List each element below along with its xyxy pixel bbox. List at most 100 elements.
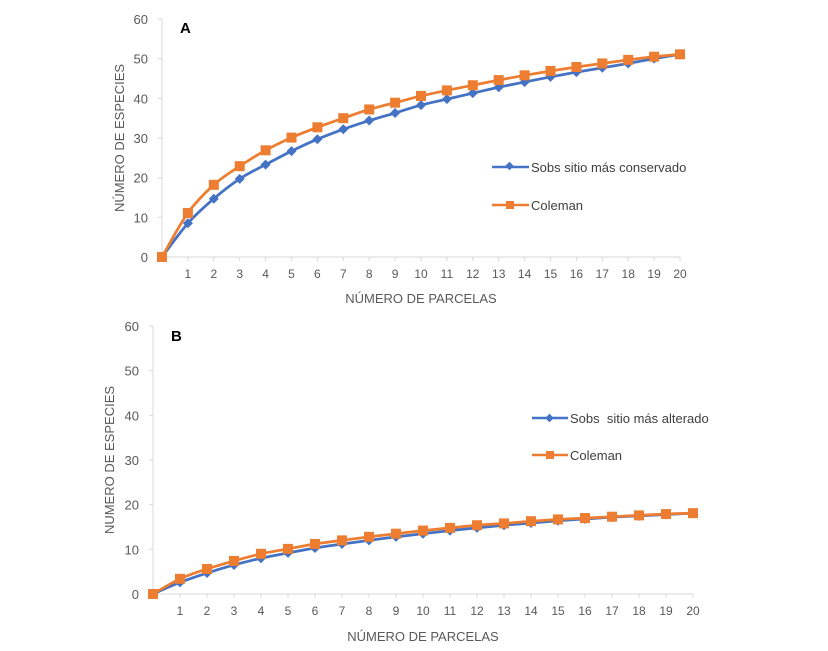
x-tick-label: 16 [570, 267, 584, 281]
x-tick-label: 9 [393, 604, 400, 618]
data-point-coleman [175, 573, 185, 584]
data-point-coleman [234, 161, 245, 172]
data-point-coleman [688, 508, 698, 519]
x-tick-label: 13 [497, 604, 511, 618]
data-point-coleman [310, 538, 320, 549]
x-tick-label: 3 [231, 604, 238, 618]
data-point-coleman [416, 90, 426, 101]
data-point-coleman [148, 589, 158, 599]
data-point-coleman [283, 543, 293, 554]
chart-a-legend-item-observed[interactable]: Sobs sitio más conservado [492, 160, 686, 175]
x-tick-label: 5 [285, 604, 292, 618]
chart-a-x-axis-title: NÚMERO DE PARCELAS [345, 291, 497, 306]
chart-b-legend-label-coleman: Coleman [570, 448, 622, 463]
data-point-coleman [312, 122, 323, 133]
y-tick-label: 20 [134, 171, 148, 186]
x-tick-label: 14 [518, 267, 532, 281]
x-tick-label: 19 [647, 267, 661, 281]
y-tick-label: 20 [125, 498, 139, 513]
data-point-coleman [571, 61, 582, 72]
data-point-coleman [493, 75, 504, 86]
y-tick-label: 10 [134, 210, 148, 225]
x-tick-label: 1 [185, 267, 192, 281]
data-point-coleman [208, 179, 219, 190]
y-tick-label: 50 [134, 52, 148, 67]
x-tick-label: 10 [414, 267, 428, 281]
y-tick-label: 40 [134, 91, 148, 106]
x-tick-label: 15 [551, 604, 565, 618]
data-point-coleman [364, 531, 374, 542]
x-tick-label: 7 [340, 267, 347, 281]
x-tick-label: 20 [686, 604, 700, 618]
x-tick-label: 9 [392, 267, 399, 281]
y-tick-label: 0 [132, 587, 139, 602]
x-tick-label: 16 [578, 604, 592, 618]
x-tick-label: 17 [605, 604, 619, 618]
chart-b-panel-label: B [171, 328, 182, 345]
data-point-coleman [364, 104, 375, 115]
data-point-observed [208, 193, 219, 204]
data-point-coleman [580, 513, 590, 524]
chart-b-legend-item-coleman[interactable]: Coleman [532, 448, 622, 463]
data-point-coleman [337, 535, 347, 546]
y-tick-label: 30 [125, 453, 139, 468]
data-point-observed [416, 100, 426, 111]
chart-a-y-axis-title: NÚMERO DE ESPECIES [112, 64, 127, 212]
data-point-coleman [338, 113, 349, 124]
y-tick-label: 50 [125, 364, 139, 379]
data-point-observed [260, 159, 271, 170]
y-tick-label: 60 [125, 319, 139, 334]
data-point-coleman [472, 520, 482, 531]
chart-a-series-line-observed [160, 52, 681, 258]
data-point-observed [441, 94, 452, 105]
chart-b-y-ticks: 0 10 20 30 40 50 60 [125, 319, 153, 602]
data-point-coleman [467, 80, 478, 91]
x-tick-label: 7 [339, 604, 346, 618]
chart-b-x-axis-title: NÚMERO DE PARCELAS [347, 629, 499, 644]
x-tick-label: 18 [622, 267, 636, 281]
data-point-coleman [256, 548, 266, 559]
x-tick-label: 1 [177, 604, 184, 618]
chart-b-y-axis-title: NUMERO DE ESPECIES [102, 386, 117, 534]
data-point-coleman [607, 511, 617, 522]
chart-b-legend-item-observed[interactable]: Sobs sitio más alterado [532, 411, 709, 426]
chart-a-series-line-coleman [160, 52, 681, 258]
data-point-observed [467, 88, 478, 99]
data-point-coleman [229, 555, 239, 566]
chart-a-legend-label-coleman: Coleman [531, 198, 583, 213]
chart-a-legend-label-observed: Sobs sitio más conservado [531, 160, 686, 175]
data-point-coleman [202, 563, 212, 574]
square-marker-icon [546, 451, 554, 459]
x-tick-label: 8 [366, 267, 373, 281]
chart-b-series [148, 508, 698, 599]
chart-b-x-ticks: 1 2 3 4 5 6 7 8 9 10 11 12 13 14 15 16 17 18 19 20 [177, 594, 700, 618]
chart-a-legend: Sobs sitio más conservado Coleman [492, 160, 686, 213]
data-point-coleman [260, 145, 271, 156]
data-point-coleman [675, 49, 685, 60]
data-point-coleman [649, 51, 660, 62]
data-point-coleman [553, 514, 563, 525]
x-tick-label: 12 [470, 604, 484, 618]
data-point-observed [312, 134, 323, 145]
x-tick-label: 2 [204, 604, 211, 618]
data-point-coleman [157, 252, 167, 262]
y-tick-label: 10 [125, 542, 139, 557]
x-tick-label: 3 [236, 267, 243, 281]
x-tick-label: 13 [492, 267, 506, 281]
data-point-observed [390, 108, 401, 119]
data-point-coleman [634, 510, 644, 521]
x-tick-label: 15 [544, 267, 558, 281]
data-point-coleman [499, 518, 509, 529]
x-tick-label: 19 [659, 604, 673, 618]
data-point-coleman [623, 54, 634, 65]
chart-a-legend-item-coleman[interactable]: Coleman [492, 198, 583, 213]
data-point-observed [182, 218, 193, 229]
diamond-marker-icon [545, 413, 554, 423]
x-tick-label: 17 [596, 267, 610, 281]
data-point-coleman [545, 65, 556, 76]
x-tick-label: 4 [262, 267, 269, 281]
x-tick-label: 18 [632, 604, 646, 618]
data-point-coleman [441, 85, 452, 96]
x-tick-label: 6 [312, 604, 319, 618]
data-point-coleman [526, 516, 536, 527]
